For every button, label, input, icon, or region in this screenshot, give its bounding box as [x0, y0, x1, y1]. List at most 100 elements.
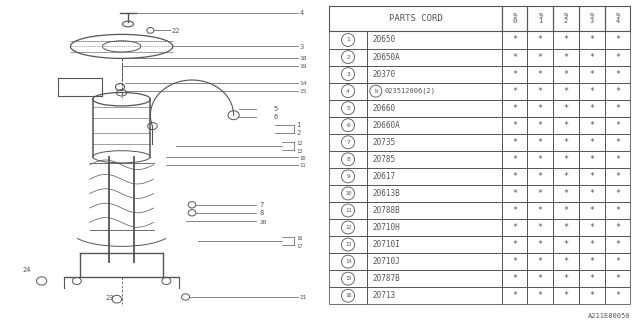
Text: *: * — [564, 257, 568, 266]
Text: *: * — [615, 223, 620, 232]
Text: *: * — [538, 36, 543, 44]
Text: 20370: 20370 — [372, 69, 396, 79]
Text: *: * — [538, 104, 543, 113]
Text: *: * — [538, 172, 543, 181]
Text: *: * — [564, 36, 568, 44]
Text: *: * — [589, 36, 595, 44]
Text: 10: 10 — [300, 156, 306, 161]
Text: 17: 17 — [296, 244, 303, 249]
Text: *: * — [538, 155, 543, 164]
Text: 19: 19 — [300, 64, 307, 69]
Text: *: * — [615, 274, 620, 283]
Text: 4: 4 — [346, 89, 350, 94]
Text: N: N — [374, 89, 377, 94]
Text: 13: 13 — [296, 148, 303, 154]
Text: 16: 16 — [296, 236, 303, 241]
Text: 11: 11 — [300, 163, 306, 168]
Text: 6: 6 — [274, 115, 278, 120]
Text: 20785: 20785 — [372, 155, 396, 164]
Text: A211E00050: A211E00050 — [588, 314, 630, 319]
Text: *: * — [615, 52, 620, 61]
Text: 20617: 20617 — [372, 172, 396, 181]
Text: *: * — [538, 138, 543, 147]
Text: *: * — [589, 172, 595, 181]
Text: 22: 22 — [172, 28, 180, 34]
Text: *: * — [512, 121, 517, 130]
Text: 2: 2 — [296, 131, 300, 136]
Text: *: * — [615, 87, 620, 96]
Text: *: * — [589, 52, 595, 61]
Text: *: * — [512, 138, 517, 147]
Text: *: * — [589, 223, 595, 232]
Text: 3: 3 — [346, 72, 350, 76]
Text: 15: 15 — [345, 276, 351, 281]
Text: *: * — [512, 274, 517, 283]
Text: *: * — [615, 121, 620, 130]
Text: *: * — [564, 206, 568, 215]
Text: 20660A: 20660A — [372, 121, 400, 130]
Text: 9
2: 9 2 — [564, 13, 568, 25]
Text: *: * — [538, 291, 543, 300]
Text: *: * — [538, 274, 543, 283]
Text: *: * — [589, 155, 595, 164]
Text: *: * — [589, 69, 595, 79]
Text: *: * — [589, 87, 595, 96]
Text: 20710J: 20710J — [372, 257, 400, 266]
Text: *: * — [512, 240, 517, 249]
Text: 12: 12 — [296, 140, 303, 146]
Text: 14: 14 — [300, 81, 307, 86]
Text: 15: 15 — [300, 89, 307, 94]
Text: *: * — [538, 223, 543, 232]
Text: 20710I: 20710I — [372, 240, 400, 249]
Text: 20650: 20650 — [372, 36, 396, 44]
Text: 20: 20 — [259, 220, 267, 225]
Text: 1: 1 — [296, 123, 300, 128]
Text: 20735: 20735 — [372, 138, 396, 147]
Text: *: * — [589, 189, 595, 198]
Text: *: * — [538, 189, 543, 198]
Text: *: * — [564, 138, 568, 147]
Text: 20660: 20660 — [372, 104, 396, 113]
Text: *: * — [538, 87, 543, 96]
Text: *: * — [564, 87, 568, 96]
Text: 24: 24 — [22, 268, 31, 273]
Text: 18: 18 — [300, 56, 307, 61]
Text: *: * — [564, 172, 568, 181]
Text: 20787B: 20787B — [372, 274, 400, 283]
Text: 3: 3 — [300, 44, 303, 50]
Text: *: * — [564, 291, 568, 300]
Text: *: * — [615, 138, 620, 147]
Text: PARTS CORD: PARTS CORD — [388, 14, 442, 23]
Text: 9
4: 9 4 — [616, 13, 620, 25]
Text: *: * — [615, 189, 620, 198]
Text: *: * — [615, 291, 620, 300]
Text: *: * — [512, 223, 517, 232]
Text: 6: 6 — [346, 123, 350, 128]
Text: *: * — [615, 257, 620, 266]
Text: *: * — [589, 138, 595, 147]
Text: 13: 13 — [345, 242, 351, 247]
Text: 23: 23 — [106, 295, 114, 300]
Text: 14: 14 — [345, 259, 351, 264]
Text: *: * — [564, 52, 568, 61]
Text: *: * — [512, 52, 517, 61]
Text: 20788B: 20788B — [372, 206, 400, 215]
Text: *: * — [589, 206, 595, 215]
Text: 8: 8 — [346, 157, 350, 162]
Text: 5: 5 — [274, 106, 278, 112]
Text: *: * — [615, 240, 620, 249]
Text: *: * — [589, 121, 595, 130]
Text: *: * — [615, 104, 620, 113]
Text: *: * — [564, 240, 568, 249]
Text: *: * — [512, 189, 517, 198]
Text: 1: 1 — [346, 37, 350, 43]
Text: *: * — [564, 121, 568, 130]
Text: *: * — [538, 206, 543, 215]
Text: 20613B: 20613B — [372, 189, 400, 198]
Text: 21: 21 — [300, 295, 307, 300]
Text: 20713: 20713 — [372, 291, 396, 300]
Text: 023512006(2): 023512006(2) — [385, 88, 436, 94]
Text: *: * — [615, 172, 620, 181]
Text: *: * — [589, 104, 595, 113]
Text: *: * — [589, 240, 595, 249]
